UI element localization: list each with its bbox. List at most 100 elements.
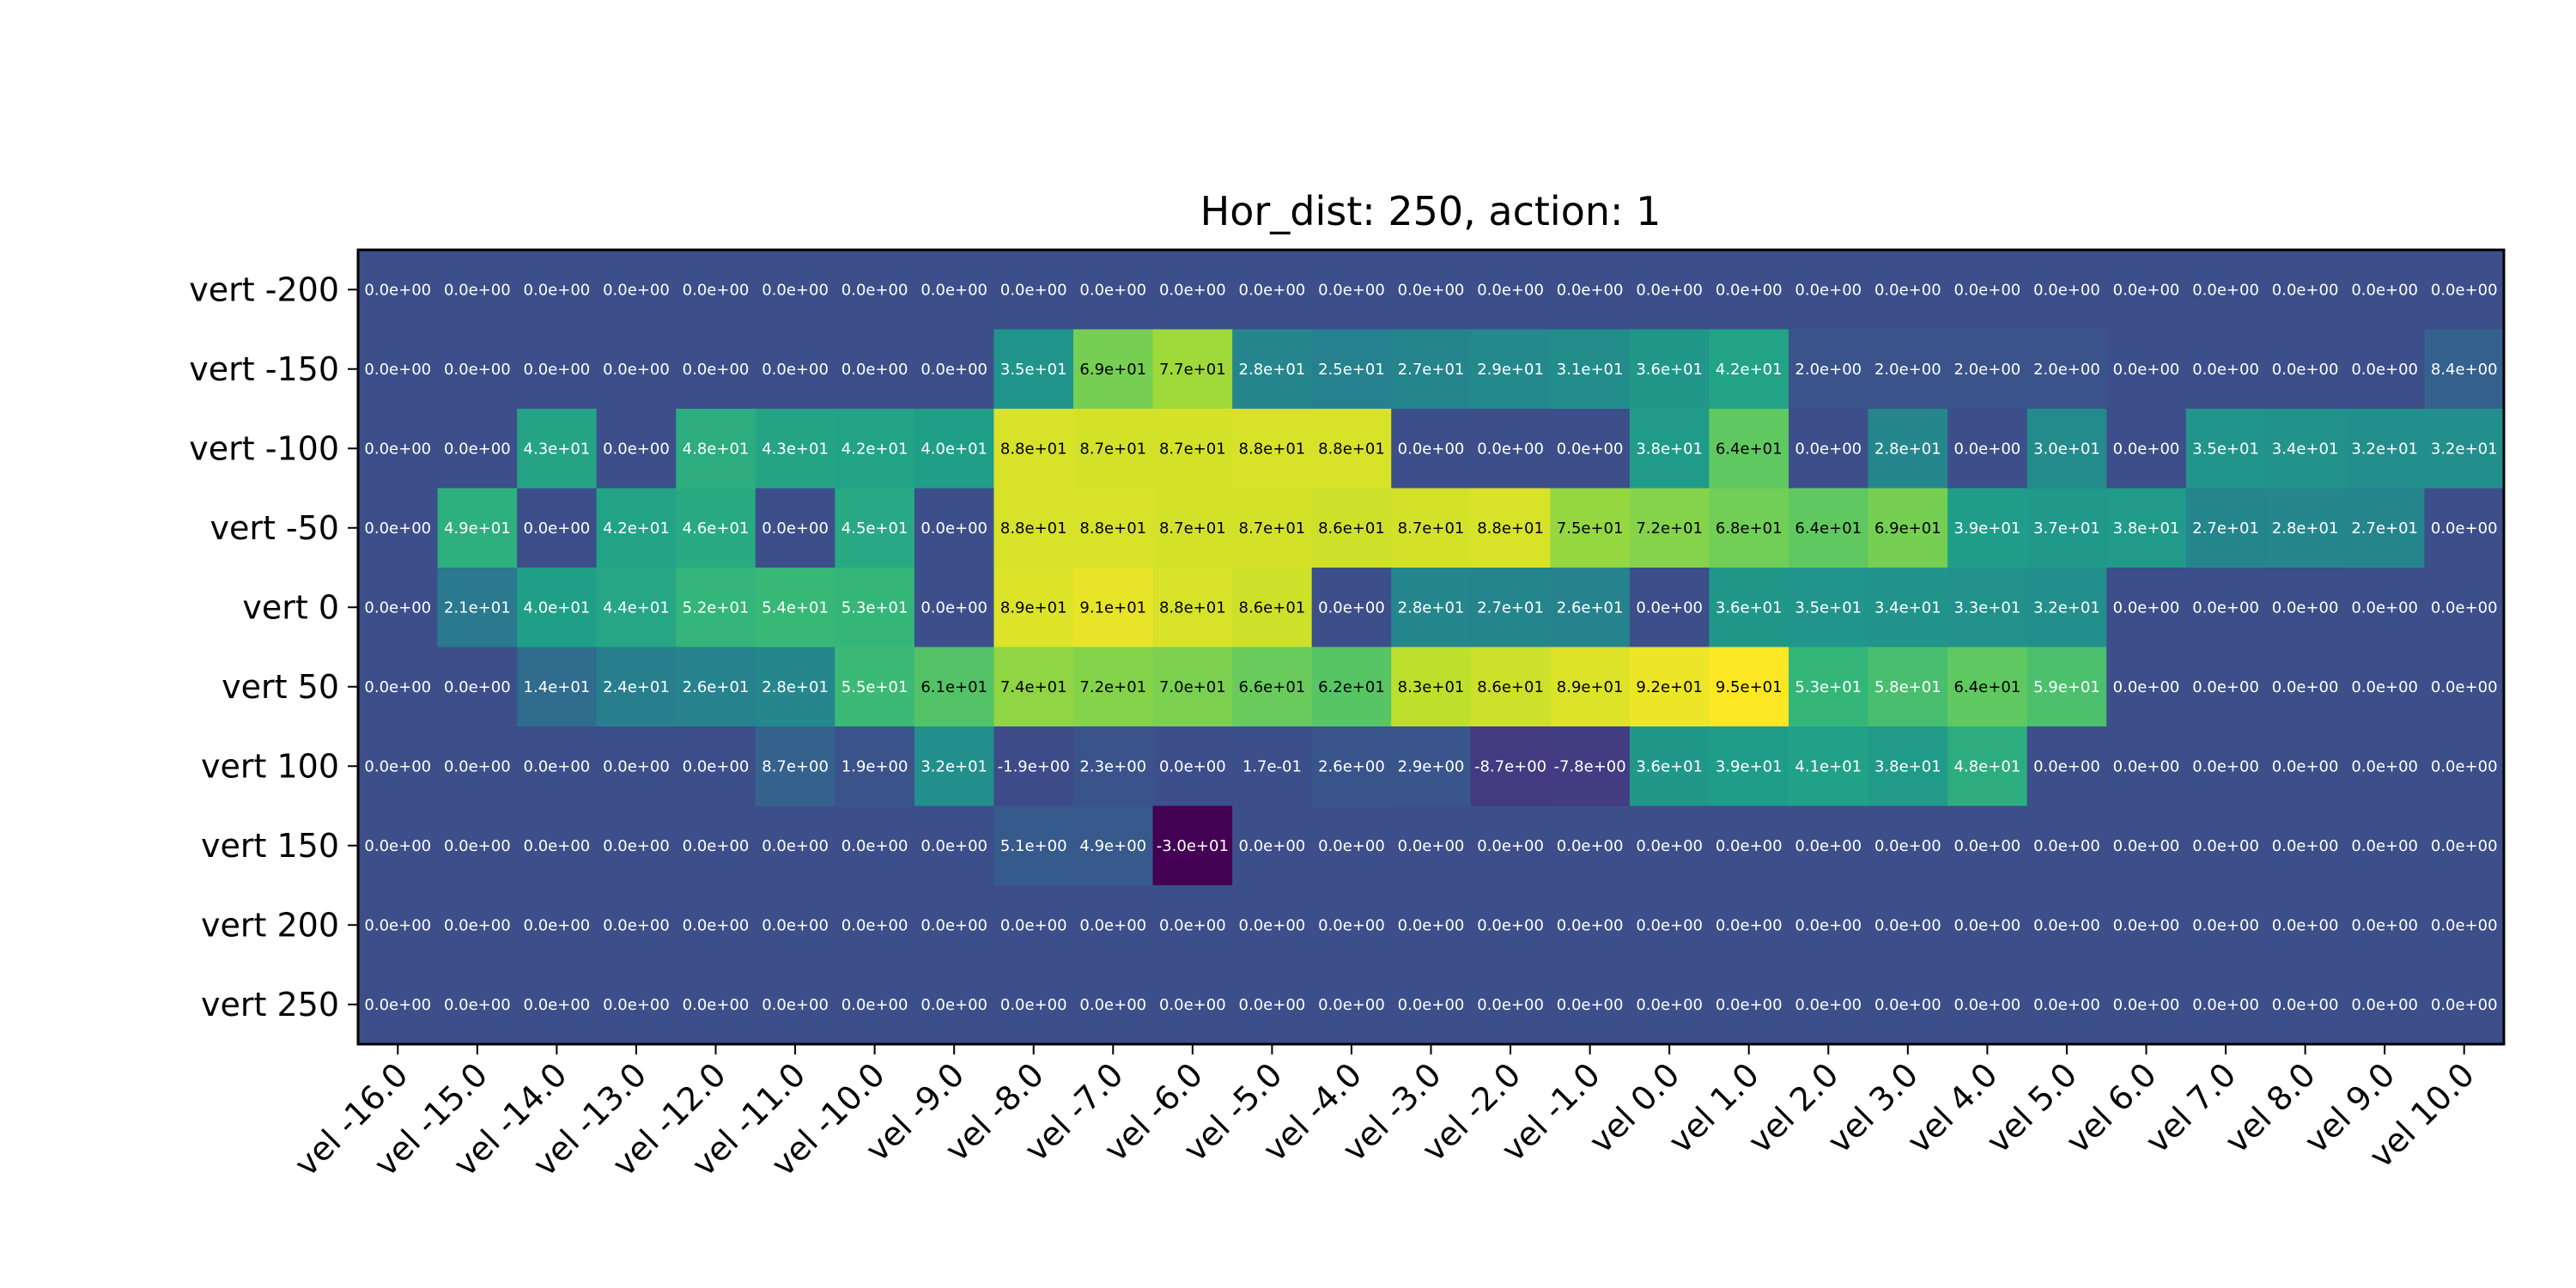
cell-value-label: 0.0e+00 <box>2113 757 2180 775</box>
cell-value-label: 0.0e+00 <box>1795 996 1862 1014</box>
heatmap-cell <box>1868 647 1948 727</box>
heatmap-cell <box>2026 568 2107 648</box>
cell-value-label: 0.0e+00 <box>841 837 908 855</box>
heatmap-cell <box>2026 250 2107 331</box>
cell-value-label: 8.8e+01 <box>1079 519 1146 538</box>
cell-value-label: 0.0e+00 <box>364 598 431 617</box>
heatmap-cell <box>1232 726 1313 807</box>
cell-value-label: 8.7e+01 <box>1398 519 1465 538</box>
heatmap-cell <box>1232 805 1313 886</box>
heatmap-cell <box>1391 488 1472 568</box>
cell-value-label: 3.8e+01 <box>1636 440 1703 458</box>
heatmap-cell <box>1629 647 1710 727</box>
cell-value-label: 0.0e+00 <box>762 837 829 855</box>
cell-value-label: 1.9e+00 <box>841 757 908 775</box>
cell-value-label: 0.0e+00 <box>1954 916 2021 934</box>
cell-value-label: 0.0e+00 <box>920 916 987 934</box>
heatmap-cell <box>2106 964 2187 1045</box>
heatmap-cell <box>2424 964 2505 1045</box>
heatmap-cell <box>1789 805 1869 886</box>
cell-value-label: 5.9e+01 <box>2033 678 2100 696</box>
heatmap-cell <box>1391 805 1472 886</box>
cell-value-label: 0.0e+00 <box>762 916 829 934</box>
heatmap-cell <box>835 250 915 331</box>
cell-value-label: 3.6e+01 <box>1716 598 1783 617</box>
heatmap-cell <box>1629 726 1710 807</box>
heatmap-cell <box>2424 885 2505 966</box>
heatmap-cell <box>835 647 915 727</box>
cell-value-label: 0.0e+00 <box>2431 678 2498 696</box>
cell-value-label: 7.2e+01 <box>1079 678 1146 696</box>
cell-value-label: 3.5e+01 <box>1795 598 1862 617</box>
cell-value-label: 0.0e+00 <box>603 281 670 299</box>
cell-value-label: 0.0e+00 <box>444 361 511 379</box>
heatmap-cell <box>358 409 439 489</box>
cell-value-label: 3.4e+01 <box>1874 598 1941 617</box>
cell-value-label: 0.0e+00 <box>524 757 591 775</box>
heatmap-cell <box>1311 647 1392 727</box>
heatmap-cell <box>835 964 915 1045</box>
cell-value-label: 0.0e+00 <box>524 361 591 379</box>
heatmap-cell <box>2265 329 2346 410</box>
cell-value-label: 3.3e+01 <box>1954 598 2021 617</box>
cell-value-label: 8.4e+00 <box>2431 361 2498 379</box>
heatmap-cell <box>1550 409 1631 489</box>
heatmap-cell <box>1073 329 1154 410</box>
cell-value-label: 6.9e+01 <box>1874 519 1941 538</box>
cell-value-label: 8.3e+01 <box>1398 678 1465 696</box>
y-tick-label: vert 100 <box>201 747 339 785</box>
cell-value-label: 0.0e+00 <box>1557 837 1624 855</box>
heatmap-cell <box>914 805 995 886</box>
heatmap-cell <box>517 885 598 966</box>
cell-value-label: 0.0e+00 <box>1159 757 1226 775</box>
cell-value-label: 9.5e+01 <box>1716 678 1783 696</box>
cell-value-label: 8.8e+01 <box>1239 440 1306 458</box>
heatmap-cell <box>1550 250 1631 331</box>
cell-value-label: 0.0e+00 <box>444 281 511 299</box>
heatmap-cell <box>1232 885 1313 966</box>
heatmap-cell <box>755 409 835 489</box>
cell-value-label: 7.4e+01 <box>1000 678 1067 696</box>
cell-value-label: 0.0e+00 <box>2351 678 2418 696</box>
heatmap-cell <box>1947 964 2028 1045</box>
cell-value-label: 8.7e+01 <box>1239 519 1306 538</box>
cell-value-label: 0.0e+00 <box>841 281 908 299</box>
heatmap-cell <box>1947 409 2028 489</box>
heatmap-cell <box>676 805 756 886</box>
cell-value-label: 0.0e+00 <box>444 757 511 775</box>
cell-value-label: 4.0e+01 <box>920 440 987 458</box>
heatmap-cell <box>1709 726 1789 807</box>
heatmap-cell <box>835 885 915 966</box>
cell-value-label: 0.0e+00 <box>2113 598 2180 617</box>
heatmap-cell <box>993 488 1074 568</box>
cell-value-label: 8.8e+01 <box>1318 440 1385 458</box>
heatmap-cell <box>1152 409 1233 489</box>
heatmap-cell <box>1550 885 1631 966</box>
cell-value-label: 6.1e+01 <box>920 678 987 696</box>
cell-value-label: 0.0e+00 <box>2113 996 2180 1014</box>
cell-value-label: 0.0e+00 <box>1000 996 1067 1014</box>
heatmap-cell <box>993 885 1074 966</box>
heatmap-cell <box>1947 329 2028 410</box>
heatmap-cell <box>2265 250 2346 331</box>
heatmap-cell <box>1947 647 2028 727</box>
cell-value-label: 0.0e+00 <box>444 678 511 696</box>
heatmap-cell <box>1550 329 1631 410</box>
heatmap-cell <box>517 568 598 648</box>
heatmap-cell <box>1709 329 1789 410</box>
heatmap-cell <box>1470 409 1551 489</box>
cell-value-label: 2.6e+00 <box>1318 757 1385 775</box>
cell-value-label: 6.9e+01 <box>1079 361 1146 379</box>
heatmap-cell <box>437 409 518 489</box>
cell-value-label: 4.8e+01 <box>683 440 750 458</box>
cell-value-label: -8.7e+00 <box>1474 757 1546 775</box>
heatmap-cell <box>1947 488 2028 568</box>
heatmap-cell <box>1709 250 1789 331</box>
heatmap-cell <box>1947 885 2028 966</box>
heatmap-cell <box>1868 964 1948 1045</box>
heatmap-cell <box>2106 409 2187 489</box>
cell-value-label: 0.0e+00 <box>683 916 750 934</box>
cell-value-label: 3.5e+01 <box>2192 440 2259 458</box>
cell-value-label: 2.5e+01 <box>1318 361 1385 379</box>
cell-value-label: 0.0e+00 <box>2351 598 2418 617</box>
